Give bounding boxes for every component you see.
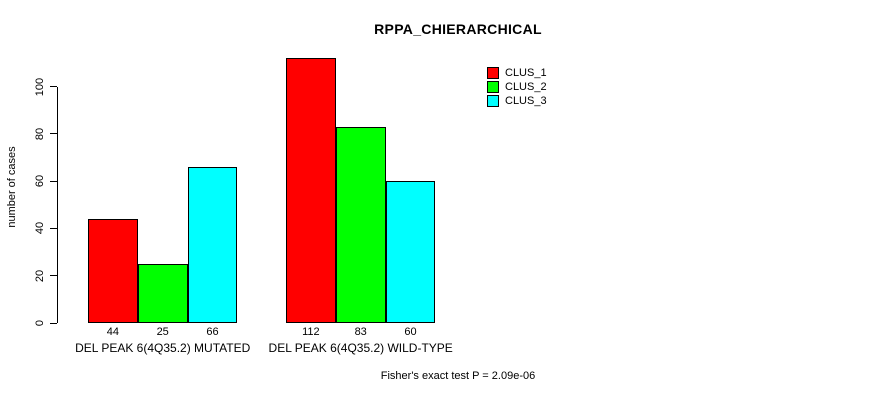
bar-value-label: 60 <box>404 326 417 338</box>
category-label: DEL PEAK 6(4Q35.2) MUTATED <box>75 341 251 355</box>
bar-clus_3-group1 <box>187 166 238 323</box>
legend-swatch-clus_3 <box>487 95 499 107</box>
y-axis-tick <box>50 322 57 324</box>
bar-clus_2-group2 <box>335 126 386 323</box>
legend-label: CLUS_1 <box>505 67 547 79</box>
legend-swatch-clus_2 <box>487 81 499 93</box>
y-axis-tick-label: 100 <box>34 77 46 96</box>
bar-clus_2-group1 <box>137 263 188 323</box>
y-axis-tick <box>50 227 57 229</box>
bar-value-label: 112 <box>302 326 320 338</box>
chart-title: RPPA_CHIERARCHICAL <box>374 21 542 37</box>
category-label: DEL PEAK 6(4Q35.2) WILD-TYPE <box>268 341 453 355</box>
legend-item-clus_2: CLUS_2 <box>487 80 547 94</box>
legend-item-clus_1: CLUS_1 <box>487 66 547 80</box>
bar-clus_1-group1 <box>88 218 138 323</box>
y-axis-label-text: number of cases <box>6 146 18 228</box>
legend-label: CLUS_2 <box>505 81 547 93</box>
y-axis-tick-label: 40 <box>34 222 46 235</box>
legend-item-clus_3: CLUS_3 <box>487 94 547 108</box>
y-axis-tick <box>50 133 57 135</box>
bar-value-label: 83 <box>354 326 367 338</box>
y-axis-tick-label: 0 <box>34 319 46 327</box>
y-axis-tick <box>50 86 57 87</box>
y-axis-tick <box>50 275 57 277</box>
y-axis-tick-label: 80 <box>34 127 46 140</box>
y-axis-tick-label: 20 <box>34 269 46 282</box>
y-axis-tick <box>50 180 57 182</box>
bar-clus_1-group2 <box>286 58 336 323</box>
y-axis-tick-label: 60 <box>34 174 46 188</box>
footer-annotation: Fisher's exact test P = 2.09e-06 <box>380 370 536 382</box>
legend: CLUS_1 CLUS_2 CLUS_3 <box>487 66 547 108</box>
bar-value-label: 66 <box>206 326 219 338</box>
bar-value-label: 44 <box>106 326 120 338</box>
bar-value-label: 25 <box>156 326 169 338</box>
bar-clus_3-group2 <box>385 181 436 323</box>
legend-label: CLUS_3 <box>505 95 547 107</box>
y-axis-line <box>57 87 58 323</box>
legend-swatch-clus_1 <box>487 67 499 79</box>
